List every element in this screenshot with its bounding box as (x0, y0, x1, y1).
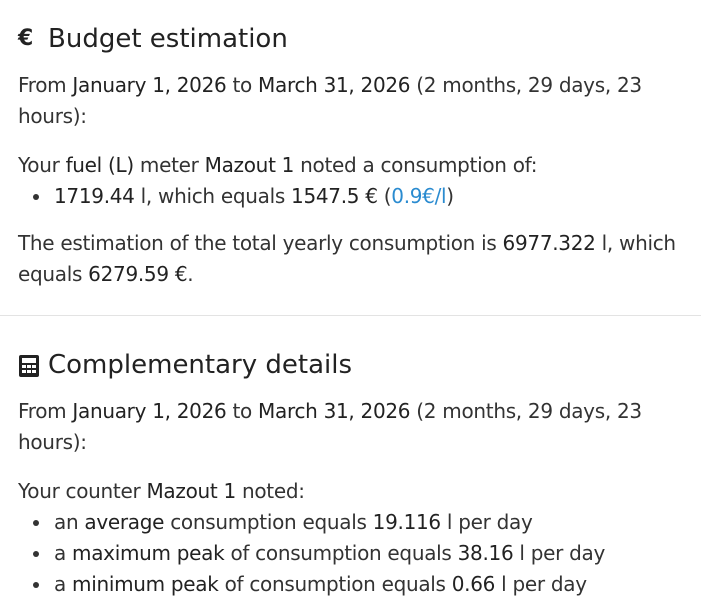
estimation-prefix: The estimation of the total yearly consu… (18, 231, 503, 255)
item-key: maximum peak (72, 541, 225, 565)
range-end-date: March 31, 2026 (258, 399, 411, 423)
section-divider (0, 315, 701, 316)
details-section: Complementary details From January 1, 20… (0, 324, 701, 600)
meter-consumption-text: Your fuel (L) meter Mazout 1 noted a con… (18, 150, 683, 181)
range-start-date: January 1, 2026 (72, 399, 227, 423)
unit-price-link[interactable]: 0.9€/l (391, 184, 447, 208)
range-prefix: From (18, 399, 73, 423)
estimation-mid: l, which equals (18, 231, 676, 286)
item-pre: a (54, 572, 73, 596)
consumption-amount: 1719.44 (54, 184, 135, 208)
item-pre: an (54, 510, 85, 534)
yearly-estimation-text: The estimation of the total yearly consu… (18, 228, 683, 290)
range-duration: (2 months, 29 days, 23 hours): (18, 399, 642, 454)
consumption-type: fuel (L) (65, 153, 135, 177)
consumption-mid: meter (133, 153, 205, 177)
budget-date-range: From January 1, 2026 to March 31, 2026 (… (18, 70, 683, 132)
range-duration: (2 months, 29 days, 23 hours): (18, 73, 642, 128)
consumption-prefix: Your (18, 153, 66, 177)
item-mid: consumption equals (164, 510, 373, 534)
item-post: l per day (513, 541, 606, 565)
range-to: to (226, 73, 259, 97)
paren-close: ) (446, 184, 454, 208)
budget-title: € Budget estimation (18, 22, 683, 56)
consumption-item: 1719.44 l, which equals 1547.5 € (0.9€/l… (52, 181, 683, 212)
item-pre: a (54, 541, 73, 565)
details-title-text: Complementary details (48, 350, 353, 380)
range-start-date: January 1, 2026 (72, 73, 227, 97)
counter-prefix: Your counter (18, 479, 147, 503)
item-value: 38.16 (457, 541, 514, 565)
range-end-date: March 31, 2026 (258, 73, 411, 97)
counter-name: Mazout 1 (146, 479, 236, 503)
item-mid: of consumption equals (218, 572, 452, 596)
average-consumption-item: an average consumption equals 19.116 l p… (52, 507, 683, 538)
consumption-cost: 1547.5 € (291, 184, 378, 208)
minimum-peak-item: a minimum peak of consumption equals 0.6… (52, 569, 683, 600)
maximum-peak-item: a maximum peak of consumption equals 38.… (52, 538, 683, 569)
estimation-suffix: . (187, 262, 194, 286)
item-post: l per day (495, 572, 587, 596)
calculator-icon (18, 353, 40, 377)
item-value: 0.66 (451, 572, 496, 596)
range-to: to (226, 399, 259, 423)
details-title: Complementary details (18, 348, 683, 382)
meter-name: Mazout 1 (204, 153, 295, 177)
item-value: 19.116 (372, 510, 441, 534)
consumption-list: 1719.44 l, which equals 1547.5 € (0.9€/l… (18, 181, 683, 212)
counter-suffix: noted: (235, 479, 305, 503)
item-post: l per day (440, 510, 533, 534)
estimation-cost: 6279.59 € (88, 262, 188, 286)
counter-text: Your counter Mazout 1 noted: (18, 476, 683, 507)
consumption-unit-text: l, which equals (134, 184, 292, 208)
euro-icon: € (18, 26, 34, 51)
range-prefix: From (18, 73, 73, 97)
details-list: an average consumption equals 19.116 l p… (18, 507, 683, 600)
item-key: average (84, 510, 165, 534)
details-date-range: From January 1, 2026 to March 31, 2026 (… (18, 396, 683, 458)
item-mid: of consumption equals (224, 541, 458, 565)
paren-open: ( (377, 184, 392, 208)
estimation-amount: 6977.322 (502, 231, 596, 255)
budget-section: € Budget estimation From January 1, 2026… (0, 0, 701, 290)
item-key: minimum peak (72, 572, 219, 596)
consumption-suffix: noted a consumption of: (294, 153, 538, 177)
budget-title-text: Budget estimation (48, 24, 288, 54)
